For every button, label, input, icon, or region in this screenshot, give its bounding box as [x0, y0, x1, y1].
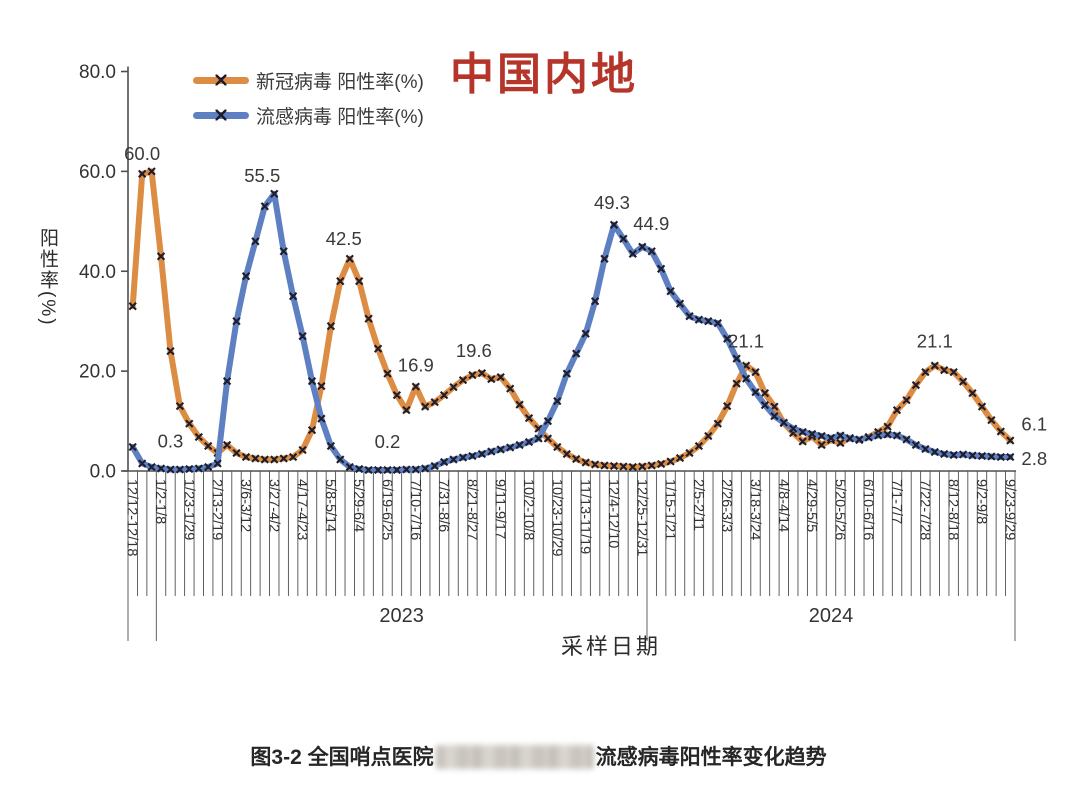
y-tick-label: 40.0: [79, 262, 116, 283]
flu-series-line: [129, 190, 1014, 473]
caption-suffix: 流感病毒阳性率变化趋势: [595, 746, 827, 769]
x-tick-label: 6/10-6/16: [860, 479, 876, 540]
x-tick-label: 2/26-3/3: [718, 479, 734, 532]
x-tick-label: 1/2-1/8: [152, 479, 168, 524]
y-tick-label: 60.0: [79, 162, 116, 183]
x-tick-label: 4/17-4/23: [294, 479, 310, 540]
x-marker-icon: [215, 109, 227, 121]
x-tick-label: 11/13-11/19: [577, 479, 593, 554]
year-label: 2023: [379, 605, 424, 627]
x-tick-label: 7/22-7/28: [916, 479, 932, 540]
x-tick-label: 1/23-1/29: [180, 479, 196, 540]
figure-caption: 图3-2 全国哨点医院 流感病毒阳性率变化趋势: [0, 741, 1077, 771]
data-label: 60.0: [124, 143, 160, 164]
page-title: 中国内地: [450, 50, 638, 99]
x-tick-label: 2/13-2/19: [209, 479, 225, 540]
x-tick-label: 12/4-12/10: [605, 479, 621, 548]
data-label: 6.1: [1021, 414, 1047, 435]
caption-redaction: [435, 745, 594, 769]
flu-series-markers: [128, 189, 1015, 475]
caption-prefix: 图3-2 全国哨点医院: [250, 746, 434, 769]
x-tick-label: 6/19-6/25: [378, 479, 394, 540]
data-label: 44.9: [633, 213, 669, 234]
x-tick-label: 7/1-7/7: [888, 479, 904, 524]
legend-item-covid: 新冠病毒 阳性率(%): [193, 68, 424, 93]
y-tick-label: 80.0: [79, 62, 116, 83]
legend-label-covid: 新冠病毒 阳性率(%): [256, 71, 424, 93]
x-tick-label: 4/8-4/14: [775, 479, 791, 532]
data-label: 42.5: [326, 228, 362, 249]
data-label: 55.5: [244, 165, 280, 186]
x-tick-label: 2/5-2/11: [690, 479, 706, 531]
x-tick-label: 8/12-8/18: [945, 479, 961, 540]
data-label: 49.3: [594, 192, 630, 213]
x-tick-label: 9/2-9/8: [973, 479, 989, 524]
data-label: 0.3: [158, 431, 184, 452]
legend: 新冠病毒 阳性率(%) 流感病毒 阳性率(%): [193, 68, 424, 138]
x-tick-label: 3/27-4/2: [265, 479, 281, 532]
x-tick-label: 5/29-6/4: [350, 479, 366, 532]
data-label: 0.2: [375, 431, 401, 452]
x-tick-label: 3/18-3/24: [747, 479, 763, 540]
covid-line-swatch: [193, 74, 249, 86]
x-marker-icon: [215, 74, 227, 86]
data-label: 19.6: [456, 340, 492, 361]
x-tick-label: 10/2-10/8: [520, 479, 536, 540]
covid-series-markers: [128, 167, 1015, 472]
legend-label-flu: 流感病毒 阳性率(%): [256, 106, 424, 128]
data-label: 2.8: [1021, 448, 1047, 469]
x-tick-label: 7/31-8/6: [435, 479, 451, 532]
x-axis-title: 采样日期: [560, 634, 661, 659]
x-tick-label: 3/6-3/12: [237, 479, 253, 532]
x-tick-label: 9/11-9/17: [492, 479, 508, 539]
x-tick-label: 5/20-5/26: [831, 479, 847, 540]
x-tick-label: 1/15-1/21: [662, 479, 678, 540]
x-tick-label: 8/21-8/27: [463, 479, 479, 540]
data-label: 21.1: [728, 331, 764, 352]
x-tick-label: 10/23-10/29: [548, 479, 564, 556]
y-tick-label: 20.0: [79, 362, 116, 383]
legend-item-flu: 流感病毒 阳性率(%): [193, 103, 424, 128]
data-label: 16.9: [398, 355, 434, 376]
data-label: 21.1: [917, 331, 953, 352]
x-tick-label: 9/23-9/29: [1001, 479, 1017, 540]
y-axis-title: 阳性率(%): [37, 228, 58, 327]
x-tick-label: 12/12-12/18: [124, 479, 140, 556]
x-tick-label: 5/8-5/14: [322, 479, 338, 532]
year-label: 2024: [809, 605, 854, 627]
x-tick-label: 4/29-5/5: [803, 479, 819, 532]
x-tick-label: 7/10-7/16: [407, 479, 423, 540]
x-tick-label: 12/25-12/31: [633, 479, 649, 556]
y-tick-label: 0.0: [90, 462, 116, 483]
flu-line-swatch: [193, 109, 249, 121]
